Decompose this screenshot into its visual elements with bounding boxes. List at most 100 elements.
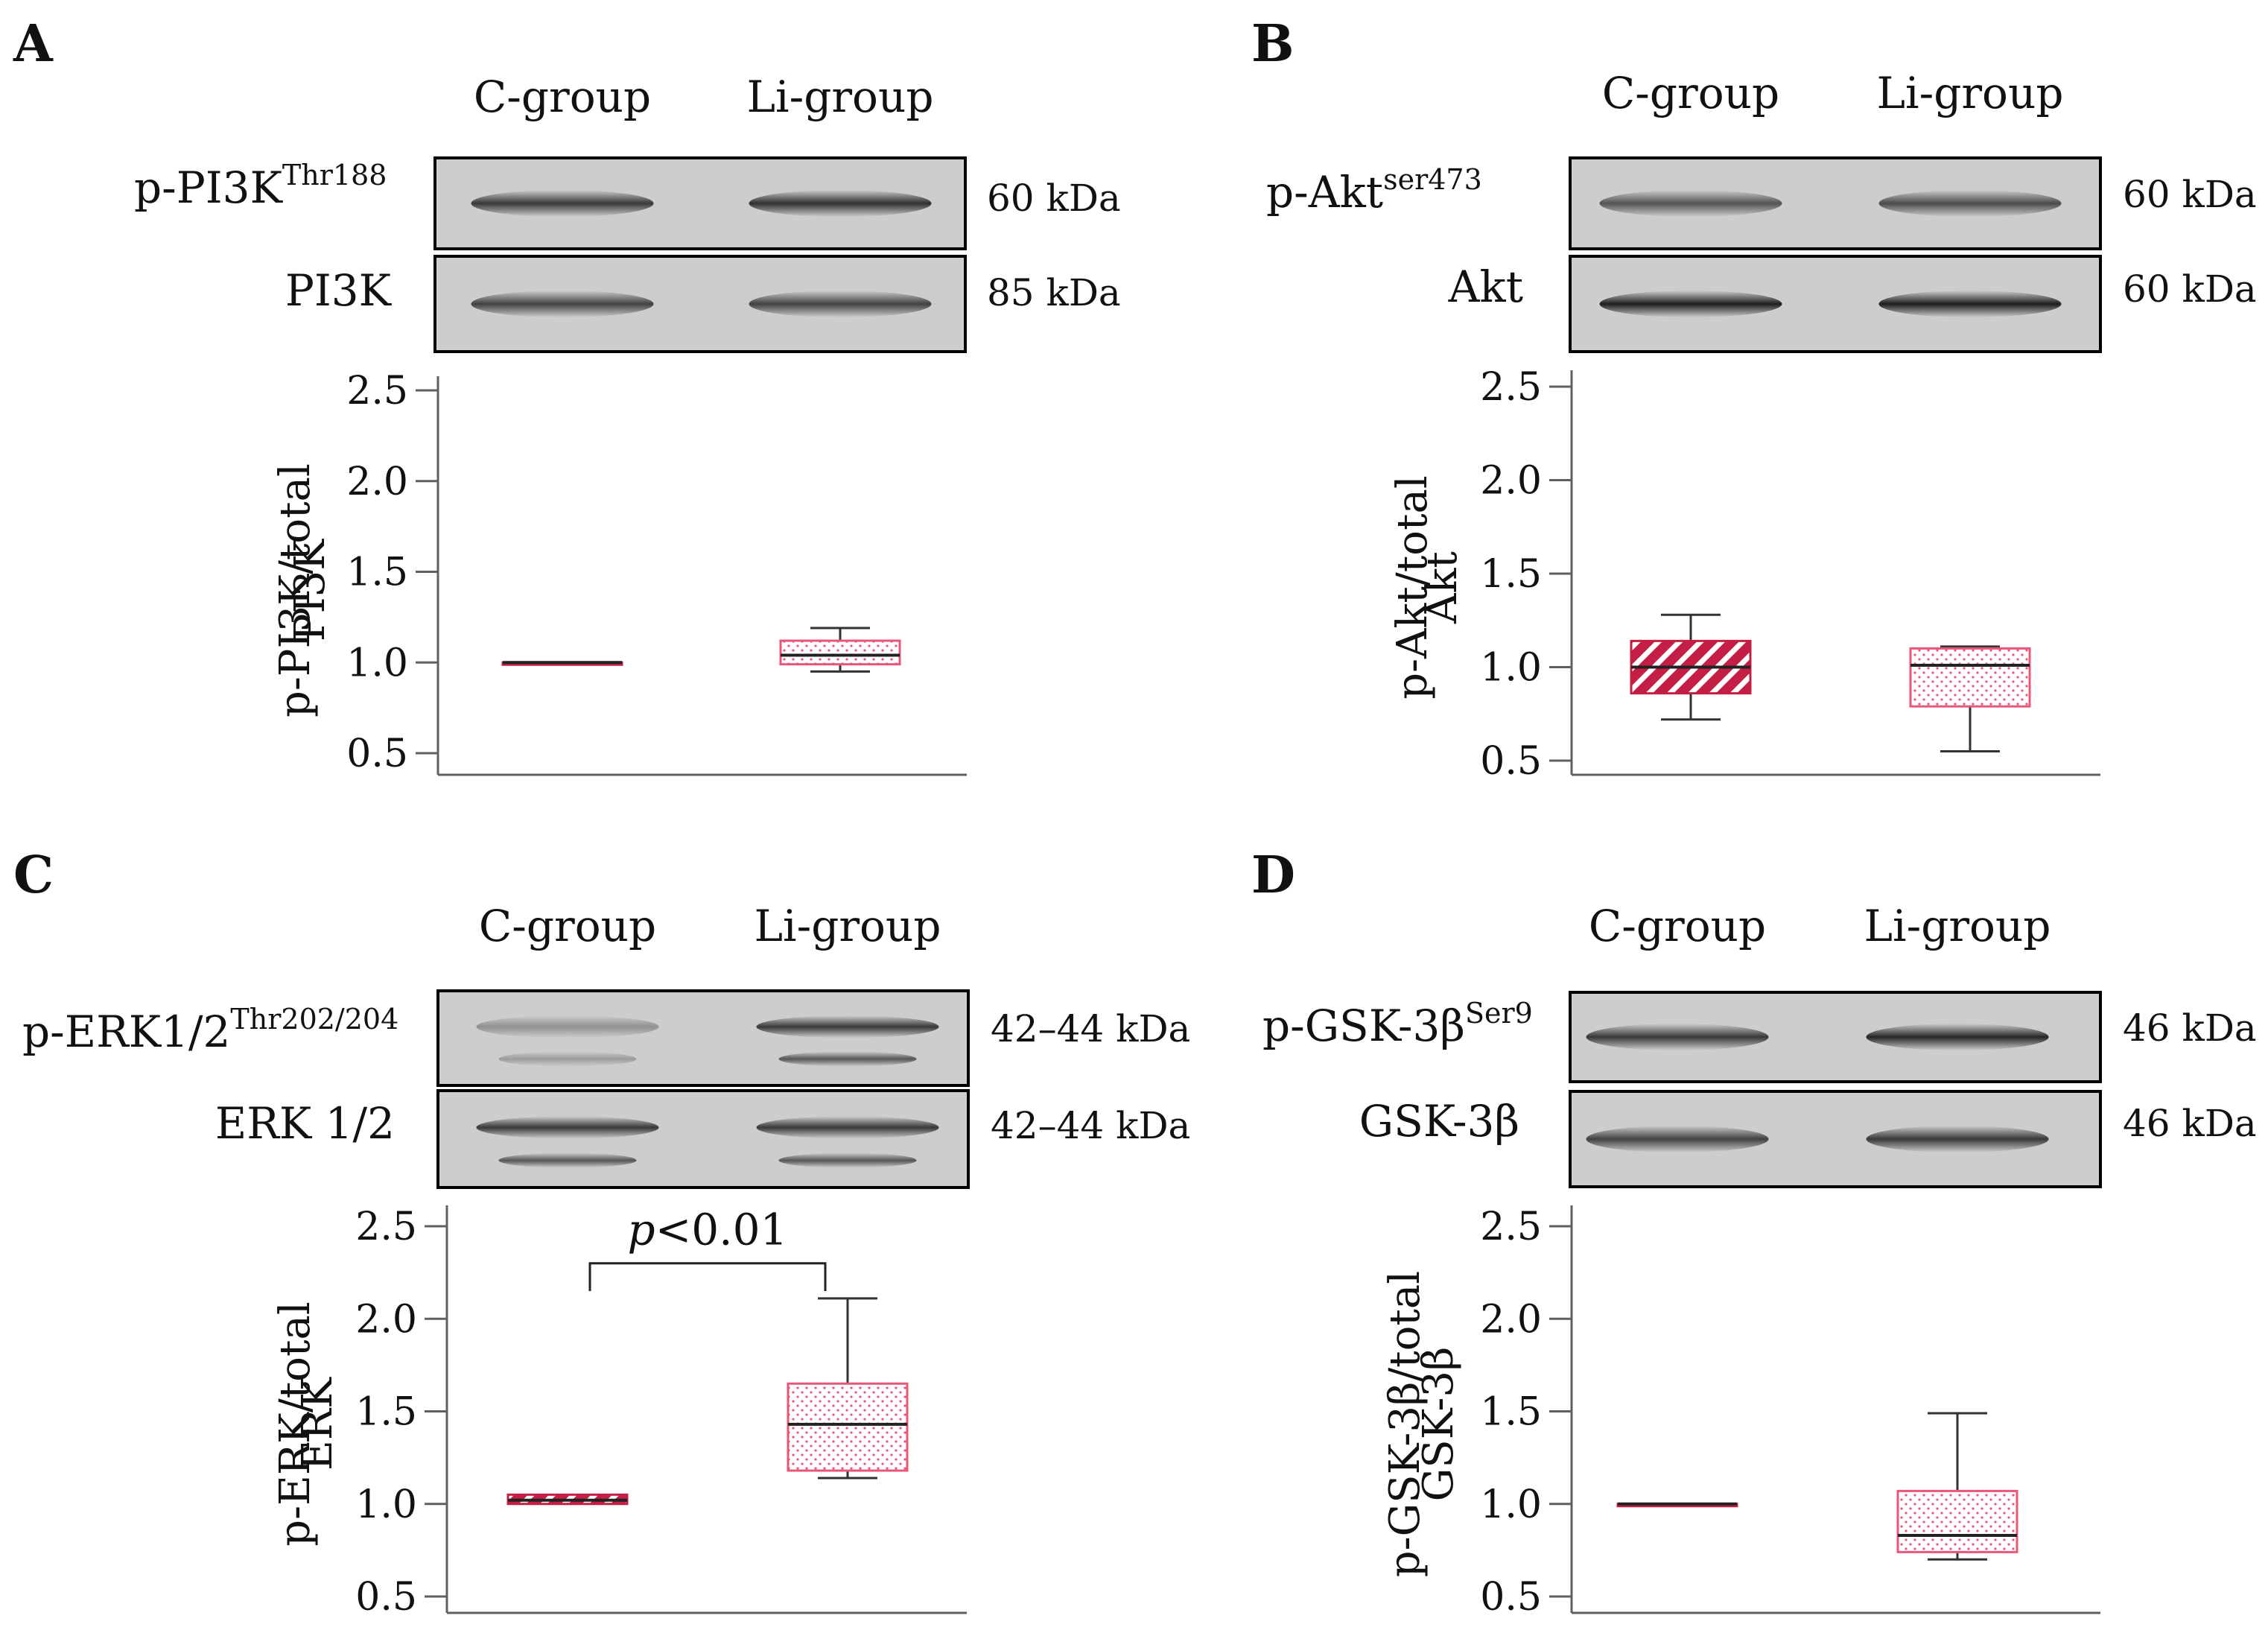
y-tick-label: 2.5 — [1480, 1205, 1542, 1249]
band — [778, 1152, 917, 1168]
blot-row-label: p-GSK-3βSer9 — [1262, 997, 1533, 1051]
lane-label: C-group — [479, 901, 656, 951]
blot-row-name: p-GSK-3β — [1262, 1001, 1465, 1051]
panel-a: A C-group Li-group p-PI3KThr188 60 kDa PI3K 85… — [13, 14, 1121, 776]
blot-strip — [1569, 1090, 2102, 1188]
blot-row-superscript: Ser9 — [1465, 997, 1533, 1030]
y-tick-label: 2.5 — [1480, 365, 1542, 410]
blot-frame — [436, 989, 970, 1087]
panel-c: C C-group Li-group p-ERK1/2Thr202/204 42–44 … — [13, 846, 1190, 1620]
band — [471, 190, 654, 217]
band — [1866, 1024, 2049, 1050]
significance-value: <0.01 — [655, 1205, 788, 1255]
blot-row-name: p-Akt — [1266, 167, 1383, 218]
blot-strip — [433, 255, 967, 353]
blot-row-superscript: Thr188 — [282, 159, 387, 191]
y-axis-label: p-PI3K/total — [271, 463, 320, 717]
y-tick-label: 1.0 — [1480, 1483, 1542, 1527]
significance-p: p — [628, 1205, 655, 1255]
blot-row-superscript: ser473 — [1383, 163, 1482, 196]
blot-strip — [436, 1089, 970, 1189]
molecular-weight: 46 kDa — [2123, 1006, 2257, 1050]
blot-row-label: GSK-3β — [1359, 1096, 1519, 1147]
panel-d: D C-group Li-group p-GSK-3βSer9 46 kDa GSK-3β… — [1251, 846, 2257, 1620]
y-axis-label: ERK — [293, 1377, 342, 1471]
box-c-group — [1616, 1502, 1738, 1508]
y-axis-label: p-ERK/total — [271, 1301, 320, 1547]
blot-strip — [1569, 255, 2102, 353]
band — [476, 1116, 659, 1139]
blot-strip — [436, 989, 970, 1087]
lane-label: Li-group — [755, 901, 941, 951]
band — [498, 1152, 637, 1168]
blot-row-name: ERK 1/2 — [215, 1098, 395, 1149]
box-iqr — [779, 639, 901, 666]
box-li-group — [779, 627, 901, 673]
lane-label: Li-group — [747, 72, 934, 122]
significance-label: p<0.01 — [628, 1205, 788, 1255]
panel-letter: B — [1251, 14, 1294, 74]
y-tick-label: 1.0 — [1480, 646, 1542, 691]
y-tick-label: 1.0 — [346, 641, 408, 685]
blot-row-label: p-PI3KThr188 — [134, 159, 387, 213]
y-tick-label: 1.0 — [355, 1483, 417, 1527]
box-iqr — [787, 1382, 909, 1472]
y-tick-label: 2.5 — [355, 1205, 417, 1249]
blot-row-label: Akt — [1448, 261, 1523, 312]
band — [471, 291, 654, 317]
y-axis-label: p-Akt/total — [1388, 475, 1437, 700]
molecular-weight: 42–44 kDa — [991, 1007, 1190, 1050]
y-tick-label: 1.5 — [1480, 1390, 1542, 1435]
band — [1586, 1126, 1769, 1152]
molecular-weight: 60 kDa — [2123, 173, 2257, 216]
blot-strip — [1569, 156, 2102, 250]
y-tick-label: 2.0 — [355, 1297, 417, 1342]
band — [1878, 291, 2062, 317]
molecular-weight: 46 kDa — [2123, 1102, 2257, 1145]
blot-row-name: GSK-3β — [1359, 1096, 1519, 1147]
y-tick-label: 1.5 — [1480, 552, 1542, 597]
y-axis-label: PI3K — [286, 539, 334, 641]
band — [778, 1051, 917, 1067]
box-li-group — [1896, 1412, 2018, 1561]
blot-row-label: p-Aktser473 — [1266, 163, 1482, 218]
box-iqr — [1896, 1489, 2018, 1553]
y-tick-label: 0.5 — [1480, 1575, 1542, 1620]
panel-letter: C — [13, 846, 54, 905]
lane-label: C-group — [474, 72, 651, 122]
band — [1586, 1024, 1769, 1050]
box-c-group — [506, 1493, 629, 1506]
band — [1878, 190, 2062, 217]
band — [476, 1015, 659, 1039]
band — [756, 1116, 939, 1139]
molecular-weight: 85 kDa — [987, 271, 1121, 314]
panel-letter: D — [1251, 846, 1295, 905]
molecular-weight: 60 kDa — [987, 177, 1121, 220]
y-axis-label: p-GSK-3β/total — [1381, 1271, 1429, 1577]
blot-strip — [1569, 991, 2102, 1083]
molecular-weight: 42–44 kDa — [991, 1104, 1190, 1147]
blot-strip — [433, 156, 967, 250]
y-tick-label: 0.5 — [1480, 739, 1542, 784]
y-tick-label: 0.5 — [355, 1575, 417, 1620]
blot-row-name: PI3K — [285, 265, 393, 316]
y-tick-label: 2.5 — [346, 369, 408, 413]
band — [756, 1015, 939, 1039]
y-tick-label: 2.0 — [1480, 1297, 1542, 1342]
box-c-group — [501, 661, 623, 666]
blot-row-label: PI3K — [285, 265, 393, 316]
blot-row-name: Akt — [1448, 261, 1523, 312]
y-tick-label: 1.5 — [346, 551, 408, 595]
significance-bracket — [588, 1262, 827, 1291]
panel-b: B C-group Li-group p-Aktser473 60 kDa Akt 60 k… — [1251, 14, 2257, 784]
box-iqr — [1909, 647, 2031, 708]
blot-frame — [436, 1089, 970, 1189]
blot-row-label: p-ERK1/2Thr202/204 — [22, 1003, 398, 1057]
y-tick-label: 2.0 — [346, 460, 408, 504]
band — [1599, 291, 1782, 317]
y-tick-label: 1.5 — [355, 1390, 417, 1435]
lane-label: C-group — [1589, 901, 1766, 951]
blot-row-name: p-ERK1/2 — [22, 1006, 230, 1057]
y-axis-label: GSK-3β — [1414, 1347, 1463, 1502]
